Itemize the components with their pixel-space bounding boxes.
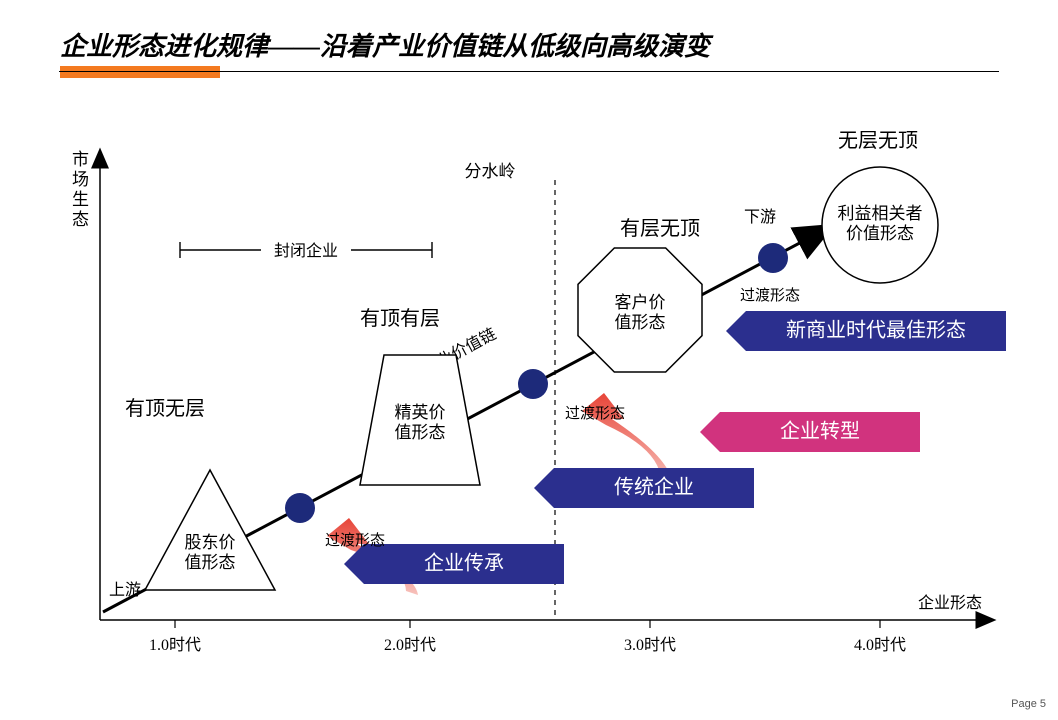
banner-label-b2: 传统企业 [614,476,694,499]
stage4-inner-label: 利益相关者价值形态 [838,204,923,243]
closed-enterprise-bracket: 封闭企业 [180,242,432,260]
y-axis-label: 市场生态 [72,150,89,229]
transition-label-0: 过渡形态 [325,532,385,549]
x-tick-3: 4.0时代 [854,636,906,654]
x-tick-0: 1.0时代 [149,636,201,654]
stage3-top-label: 有层无顶 [620,217,700,240]
stage1-top-label: 有顶无层 [125,397,205,420]
upstream-label: 上游 [109,581,141,599]
stage2-top-label: 有顶有层 [360,307,440,330]
transition-dot-0 [285,493,315,523]
transition-label-2: 过渡形态 [740,287,800,304]
x-tick-1: 2.0时代 [384,636,436,654]
stage2-inner-label: 精英价值形态 [395,403,446,442]
stage1-inner-label: 股东价值形态 [185,533,236,572]
diagram-canvas: 市场生态 企业形态 上游 下游 1.0时代 2.0时代 3.0时代 4.0时代 分水岭… [0,0,1058,720]
transition-label-1: 过渡形态 [565,405,625,422]
stage3-inner-label: 客户价值形态 [615,293,666,332]
stage4-top-label: 无层无顶 [838,130,918,152]
banner-label-b4: 新商业时代最佳形态 [786,319,966,342]
banner-label-b1: 企业传承 [424,552,504,575]
closed-enterprise-label: 封闭企业 [274,242,338,260]
transition-dot-2 [758,243,788,273]
watershed-label: 分水岭 [465,162,516,181]
transition-dot-1 [518,369,548,399]
banner-label-b3: 企业转型 [780,420,860,443]
x-tick-2: 3.0时代 [624,636,676,654]
downstream-label: 下游 [744,208,776,226]
x-axis-label: 企业形态 [918,594,982,612]
